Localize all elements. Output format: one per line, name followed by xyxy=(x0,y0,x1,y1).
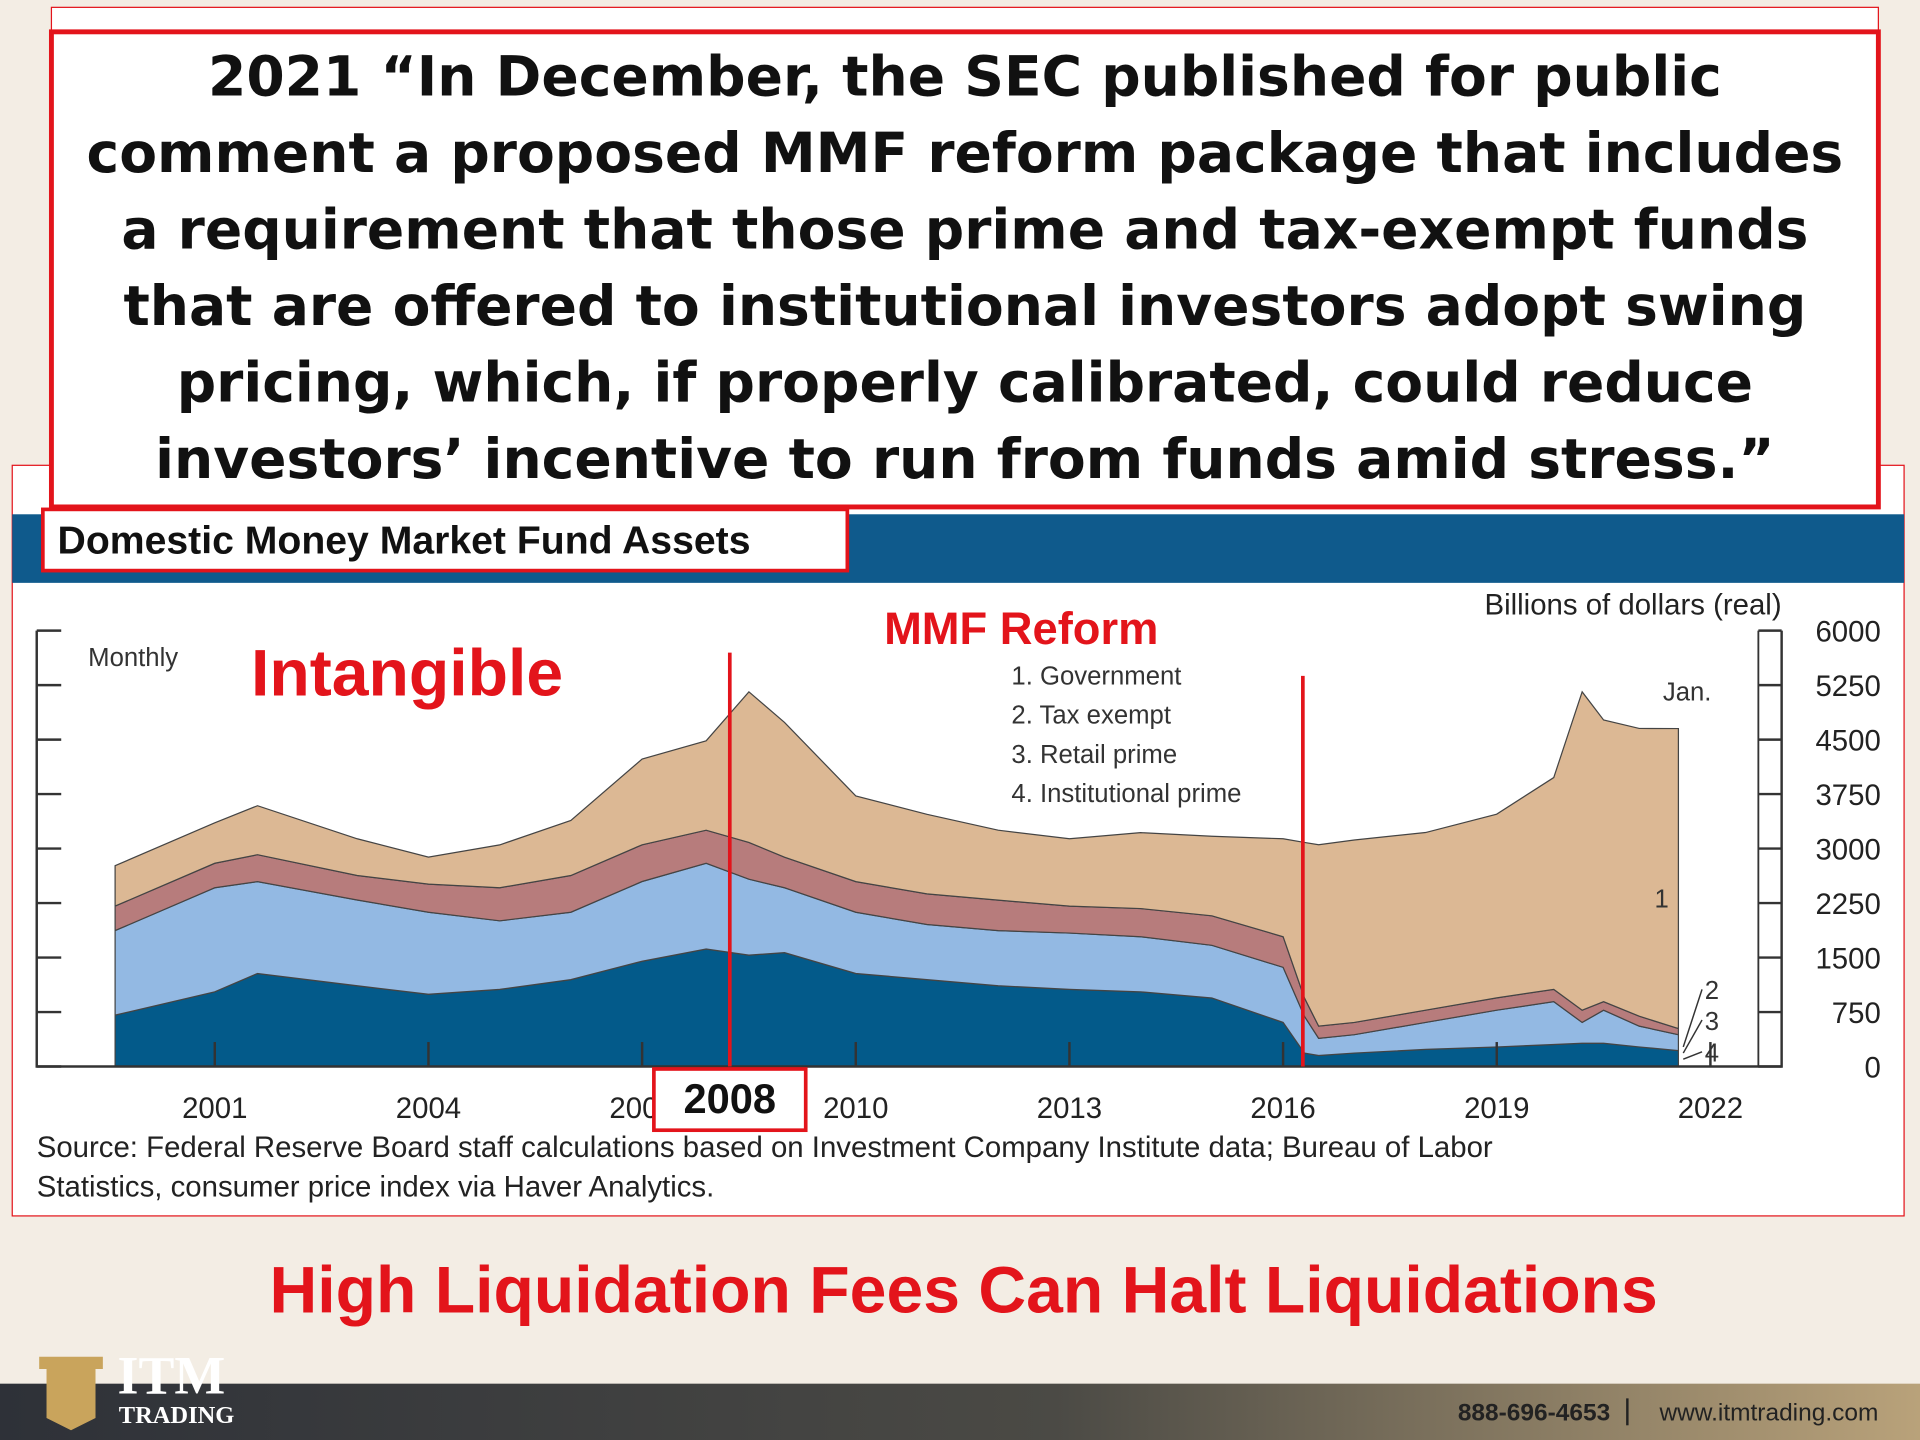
y-tick-label: 3750 xyxy=(1815,779,1880,812)
y-tick-label: 0 xyxy=(1864,1052,1880,1085)
footer-bar xyxy=(0,1383,1920,1440)
phone: 888-696-4653 xyxy=(1458,1399,1610,1426)
leader-line xyxy=(1682,1019,1703,1054)
y-axis-label: Billions of dollars (real) xyxy=(1485,589,1782,622)
source: Source: Federal Reserve Board staff calc… xyxy=(37,1131,1493,1164)
x-tick-label: 2019 xyxy=(1464,1092,1529,1125)
y-tick-label: 1500 xyxy=(1815,943,1880,976)
x-tick-label: 2010 xyxy=(823,1092,888,1125)
headline: High Liquidation Fees Can Halt Liquidati… xyxy=(270,1254,1658,1328)
y-tick-label: 2250 xyxy=(1815,888,1880,921)
annotation: MMF Reform xyxy=(884,603,1158,654)
series-label: 3 xyxy=(1705,1008,1719,1036)
series-label: 2 xyxy=(1705,977,1719,1005)
legend-item: 4. Institutional prime xyxy=(1011,780,1241,808)
legend-item: 3. Retail prime xyxy=(1011,741,1177,769)
y-tick-label: 3000 xyxy=(1815,834,1880,867)
y-tick-label: 5250 xyxy=(1815,670,1880,703)
chart-title-box xyxy=(41,507,850,573)
x-tick-label: 2022 xyxy=(1678,1092,1743,1125)
y-tick-label: 6000 xyxy=(1815,616,1880,649)
chart-title: Domestic Money Market Fund Assets xyxy=(58,519,751,562)
series-label: 4 xyxy=(1705,1040,1719,1068)
area xyxy=(114,690,1680,1030)
logo: ITM xyxy=(118,1345,226,1405)
quote-box xyxy=(48,29,1881,510)
end-label: Jan. xyxy=(1663,678,1712,706)
annotation: 2008 xyxy=(683,1075,776,1122)
legend-item: 2. Tax exempt xyxy=(1011,702,1171,730)
y-tick-label: 750 xyxy=(1832,997,1881,1030)
series-label: 1 xyxy=(1654,885,1668,913)
quote-line: a requirement that those prime and tax-e… xyxy=(121,198,1808,262)
quote-line: investors’ incentive to run from funds a… xyxy=(155,427,1775,491)
quote-line: pricing, which, if properly calibrated, … xyxy=(177,351,1753,415)
logo-icon xyxy=(39,1356,103,1431)
legend: 1. Government 2. Tax exempt 3. Retail prim… xyxy=(1011,662,1241,808)
x-tick-label: 2016 xyxy=(1250,1092,1315,1125)
legend-item: 1. Government xyxy=(1011,662,1181,690)
plot: 0 750 1500 2250 3000 3750 4500 5250 6000 2001 2004… xyxy=(35,616,1881,1125)
leader-line xyxy=(1682,989,1703,1048)
quote-line: comment a proposed MMF reform package th… xyxy=(87,121,1844,185)
source: Statistics, consumer price index via Hav… xyxy=(37,1170,715,1203)
quote-line: that are offered to institutional invest… xyxy=(123,274,1806,338)
frequency-label: Monthly xyxy=(88,644,178,672)
quote-line: 2021 “In December, the SEC published for… xyxy=(208,45,1722,109)
leader-line xyxy=(1682,1051,1703,1060)
y-tick-label: 4500 xyxy=(1815,725,1880,758)
annotation-box xyxy=(652,1067,808,1133)
website: www.itmtrading.com xyxy=(1658,1399,1878,1426)
annotation: Intangible xyxy=(251,637,563,711)
quote: 2021 “In December, the SEC published for… xyxy=(87,45,1844,492)
logo-sub: TRADING xyxy=(119,1402,235,1429)
x-tick-label: 2013 xyxy=(1037,1092,1102,1125)
x-tick-label: 2004 xyxy=(396,1092,461,1125)
x-tick-label: 2001 xyxy=(182,1092,247,1125)
